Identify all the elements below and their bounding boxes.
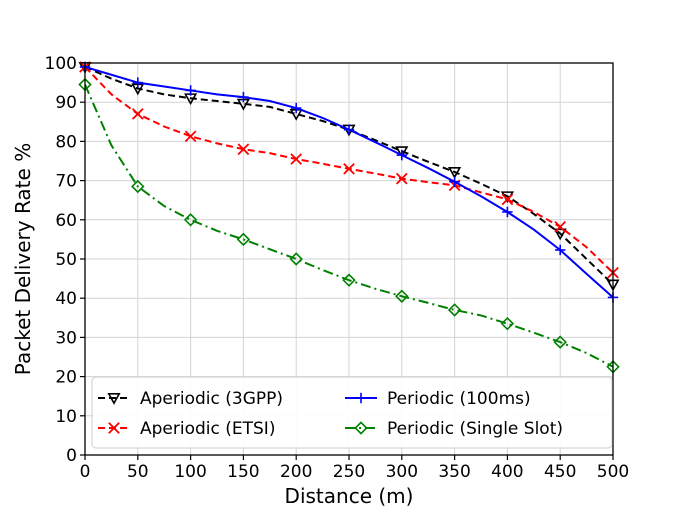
- data-point: [342, 273, 356, 287]
- data-point: [502, 206, 513, 218]
- y-tick-label: 100: [45, 54, 77, 74]
- legend-item: Aperiodic (3GPP): [98, 389, 283, 409]
- data-point: [290, 153, 303, 165]
- legend-label: Aperiodic (ETSI): [140, 419, 275, 439]
- series-line: [84, 66, 614, 286]
- y-tick-label: 90: [55, 93, 77, 113]
- data-point: [289, 252, 303, 266]
- y-tick-label: 80: [55, 132, 77, 152]
- data-point: [343, 163, 355, 175]
- x-tick-label: 50: [127, 462, 149, 482]
- x-tick-label: 450: [544, 462, 576, 482]
- data-point: [447, 303, 462, 317]
- x-tick-label: 300: [386, 462, 418, 482]
- data-point: [237, 143, 250, 156]
- x-axis-label: Distance (m): [285, 484, 414, 508]
- x-tick-label: 150: [227, 462, 259, 482]
- data-point: [553, 335, 567, 349]
- x-tick-label: 250: [333, 462, 365, 482]
- data-point: [555, 244, 566, 256]
- y-tick-label: 70: [55, 172, 77, 192]
- data-point: [554, 221, 567, 233]
- y-tick-label: 20: [55, 368, 77, 388]
- legend-marker: [107, 393, 121, 405]
- legend-item: Aperiodic (ETSI): [98, 419, 275, 439]
- data-point: [395, 172, 408, 185]
- y-tick-label: 10: [55, 407, 77, 427]
- series-line: [84, 84, 614, 368]
- legend-marker: [354, 421, 368, 435]
- data-point: [183, 213, 198, 227]
- data-point: [501, 193, 514, 206]
- legend-marker: [108, 422, 120, 434]
- legend-box: [91, 376, 613, 449]
- y-tick-label: 60: [55, 211, 77, 231]
- data-point: [396, 149, 407, 161]
- legend: Aperiodic (3GPP) Aperiodic (ETSI) Periodic…: [91, 376, 613, 449]
- data-point: [395, 289, 409, 303]
- data-point: [185, 85, 196, 96]
- legend-marker: [355, 392, 367, 404]
- x-axis-ticks: 0 50 100 150 200 250 300 350 400 450 500: [80, 455, 629, 482]
- legend-item: Periodic (Single Slot): [345, 419, 563, 439]
- data-point: [131, 108, 144, 120]
- data-point: [236, 232, 251, 247]
- x-tick-label: 200: [280, 462, 312, 482]
- y-tick-label: 50: [55, 250, 77, 270]
- legend-label: Periodic (100ms): [387, 389, 531, 409]
- data-point: [343, 124, 355, 135]
- data-point: [448, 167, 462, 179]
- data-point: [500, 316, 515, 331]
- x-tick-label: 500: [597, 462, 629, 482]
- y-axis-label: Packet Delivery Rate %: [11, 143, 35, 375]
- y-tick-label: 0: [66, 446, 77, 466]
- data-point: [449, 176, 460, 187]
- legend-label: Aperiodic (3GPP): [140, 389, 283, 409]
- x-tick-label: 400: [491, 462, 523, 482]
- data-point: [132, 77, 143, 88]
- series-2: [79, 61, 619, 303]
- data-point: [395, 146, 409, 159]
- legend-label: Periodic (Single Slot): [387, 419, 563, 439]
- y-tick-label: 30: [55, 328, 77, 348]
- x-tick-label: 100: [174, 462, 206, 482]
- data-point: [184, 130, 197, 143]
- x-tick-label: 350: [438, 462, 470, 482]
- legend-item: Periodic (100ms): [345, 389, 531, 409]
- data-point: [291, 102, 302, 114]
- series-3: [78, 77, 620, 374]
- data-point: [553, 228, 567, 241]
- data-point: [238, 91, 249, 103]
- x-tick-label: 0: [80, 462, 91, 482]
- data-point: [131, 179, 145, 194]
- y-tick-label: 40: [55, 289, 77, 309]
- y-axis-ticks: 0 10 20 30 40 50 60 70 80 90 100: [45, 54, 85, 466]
